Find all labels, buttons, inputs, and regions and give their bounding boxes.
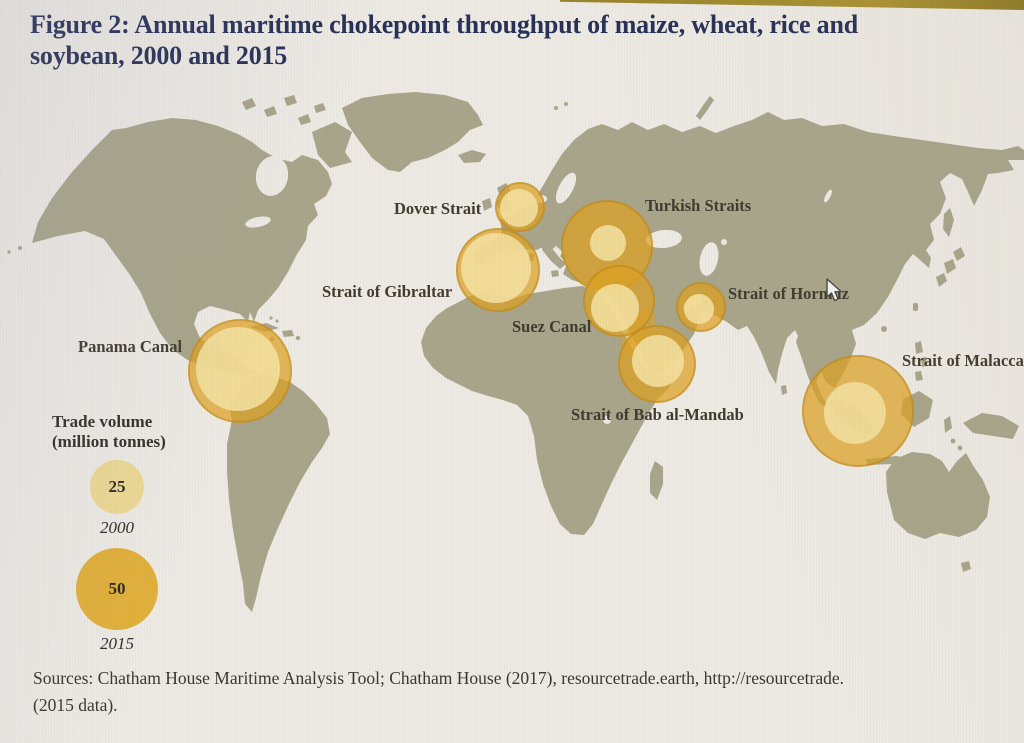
legend-title-line1: Trade volume bbox=[52, 412, 153, 431]
legend-title: Trade volume (million tonnes) bbox=[42, 412, 192, 452]
page-gold-edge bbox=[560, 0, 1024, 10]
legend-circle-2000: 25 bbox=[90, 460, 144, 515]
legend: Trade volume (million tonnes) 25 2000 50 20… bbox=[42, 412, 192, 664]
bubble-2000-panama-canal bbox=[196, 327, 280, 411]
bubble-2000-suez-canal bbox=[591, 284, 639, 332]
chokepoint-label-dover-strait: Dover Strait bbox=[394, 199, 482, 218]
legend-year-2000: 2000 bbox=[100, 518, 134, 538]
chokepoint-label-panama-canal: Panama Canal bbox=[78, 337, 183, 356]
chokepoint-label-strait-of-malacca: Strait of Malacca bbox=[902, 351, 1024, 370]
chokepoint-label-turkish-straits: Turkish Straits bbox=[645, 196, 752, 215]
chokepoint-label-strait-of-bab-al-mandab: Strait of Bab al-Mandab bbox=[571, 405, 744, 424]
figure-title-line2: soybean, 2000 and 2015 bbox=[30, 40, 288, 70]
bubble-2000-strait-of-hormuz bbox=[684, 294, 714, 324]
chokepoint-label-strait-of-gibraltar: Strait of Gibraltar bbox=[322, 282, 453, 301]
chokepoint-label-strait-of-hormuz: Strait of Hormuz bbox=[728, 284, 849, 303]
legend-item-2015: 50 2015 bbox=[42, 548, 192, 664]
chokepoint-label-suez-canal: Suez Canal bbox=[512, 317, 592, 336]
bubble-2000-strait-of-bab-al-mandab bbox=[632, 335, 684, 387]
legend-items: 25 2000 50 2015 bbox=[42, 460, 192, 664]
figure-title-line1: Figure 2: Annual maritime chokepoint thr… bbox=[30, 10, 858, 39]
bubble-2000-turkish-straits bbox=[590, 225, 626, 261]
legend-item-2000: 25 2000 bbox=[42, 460, 192, 548]
bubble-2000-strait-of-malacca bbox=[824, 382, 886, 444]
legend-year-2015: 2015 bbox=[100, 634, 134, 654]
figure-title: Figure 2: Annual maritime chokepoint thr… bbox=[30, 10, 1020, 71]
legend-circle-2015: 50 bbox=[76, 548, 158, 631]
bubble-2000-dover-strait bbox=[500, 189, 538, 227]
sources-line1: Sources: Chatham House Maritime Analysis… bbox=[33, 668, 845, 688]
sources-note: Sources: Chatham House Maritime Analysis… bbox=[33, 665, 1024, 719]
bubble-2000-strait-of-gibraltar bbox=[461, 233, 531, 303]
mouse-cursor-icon bbox=[826, 278, 842, 302]
sources-line2: (2015 data). bbox=[33, 695, 118, 716]
legend-title-line2: (million tonnes) bbox=[52, 432, 166, 452]
